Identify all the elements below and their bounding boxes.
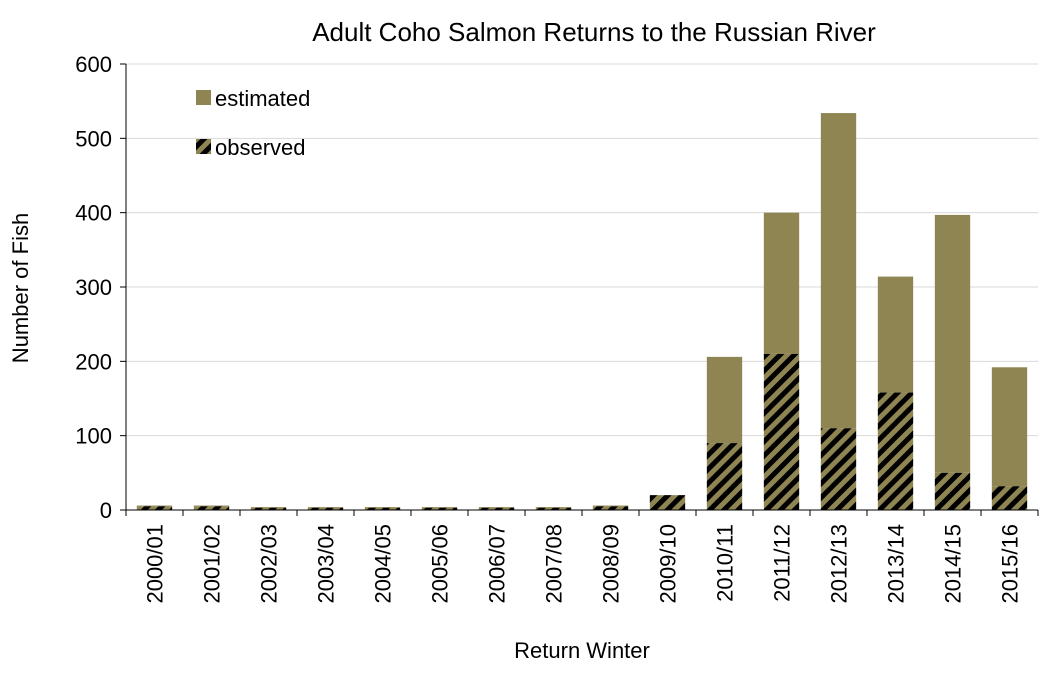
bar-estimated bbox=[364, 507, 401, 508]
y-tick-label: 200 bbox=[75, 349, 112, 374]
bar-observed bbox=[136, 506, 173, 510]
bar-observed bbox=[535, 507, 572, 510]
legend-label-estimated: estimated bbox=[215, 86, 310, 111]
bar-observed bbox=[649, 495, 686, 510]
y-tick-label: 300 bbox=[75, 275, 112, 300]
x-tick-label: 2002/03 bbox=[257, 524, 282, 604]
bar-estimated bbox=[934, 214, 971, 473]
x-tick-label: 2011/12 bbox=[770, 524, 795, 602]
legend-swatch-estimated bbox=[196, 90, 211, 105]
x-tick-label: 2001/02 bbox=[200, 524, 225, 604]
bar-observed bbox=[592, 506, 629, 510]
y-tick-label: 400 bbox=[75, 201, 112, 226]
x-tick-label: 2008/09 bbox=[599, 524, 624, 604]
legend: estimated observed bbox=[196, 86, 310, 160]
bar-estimated bbox=[535, 507, 572, 508]
legend-swatch-observed bbox=[196, 139, 211, 154]
bar-estimated bbox=[136, 505, 173, 507]
axes: 0 100 200 300 400 500 600 2000/01 2001/02 2002/03… bbox=[75, 52, 1039, 604]
bar-estimated bbox=[763, 212, 800, 354]
x-tick-label: 2013/14 bbox=[884, 524, 909, 604]
bar-estimated bbox=[478, 507, 515, 508]
bar-observed bbox=[934, 472, 971, 510]
bar-estimated bbox=[820, 113, 857, 429]
bar-observed bbox=[478, 507, 515, 510]
y-tick-label: 500 bbox=[75, 126, 112, 151]
x-tick-label: 2007/08 bbox=[542, 524, 567, 604]
x-axis-title: Return Winter bbox=[514, 638, 650, 663]
legend-label-observed: observed bbox=[215, 135, 306, 160]
bar-observed bbox=[877, 392, 914, 510]
bar-estimated bbox=[193, 505, 230, 507]
bar-estimated bbox=[592, 505, 629, 507]
x-tick-label: 2010/11 bbox=[713, 524, 738, 602]
x-tick-label: 2015/16 bbox=[998, 524, 1023, 604]
bar-observed bbox=[763, 353, 800, 510]
bar-observed bbox=[250, 507, 287, 510]
bar-observed bbox=[193, 506, 230, 510]
bar-estimated bbox=[421, 507, 458, 508]
bar-observed bbox=[706, 443, 743, 510]
y-tick-label: 600 bbox=[75, 52, 112, 77]
bar-observed bbox=[307, 507, 344, 510]
x-tick-label: 2012/13 bbox=[827, 524, 852, 604]
bar-observed bbox=[991, 486, 1028, 510]
y-tick-label: 0 bbox=[100, 498, 112, 523]
x-tick-label: 2014/15 bbox=[941, 524, 966, 604]
x-tick-label: 2006/07 bbox=[485, 524, 510, 604]
bar-estimated bbox=[706, 356, 743, 444]
bar-estimated bbox=[307, 507, 344, 508]
y-axis-title: Number of Fish bbox=[8, 213, 33, 363]
bars bbox=[136, 113, 1028, 510]
x-tick-label: 2000/01 bbox=[143, 524, 168, 604]
bar-observed bbox=[364, 507, 401, 510]
x-tick-label: 2003/04 bbox=[314, 524, 339, 604]
bar-estimated bbox=[250, 507, 287, 508]
y-tick-label: 100 bbox=[75, 424, 112, 449]
x-tick-label: 2005/06 bbox=[428, 524, 453, 604]
bar-observed bbox=[820, 428, 857, 510]
bar-estimated bbox=[991, 367, 1028, 487]
x-tick-label: 2004/05 bbox=[371, 524, 396, 604]
x-tick-label: 2009/10 bbox=[656, 524, 681, 604]
bar-estimated bbox=[877, 276, 914, 393]
chart-title: Adult Coho Salmon Returns to the Russian… bbox=[312, 17, 876, 47]
bar-observed bbox=[421, 507, 458, 510]
